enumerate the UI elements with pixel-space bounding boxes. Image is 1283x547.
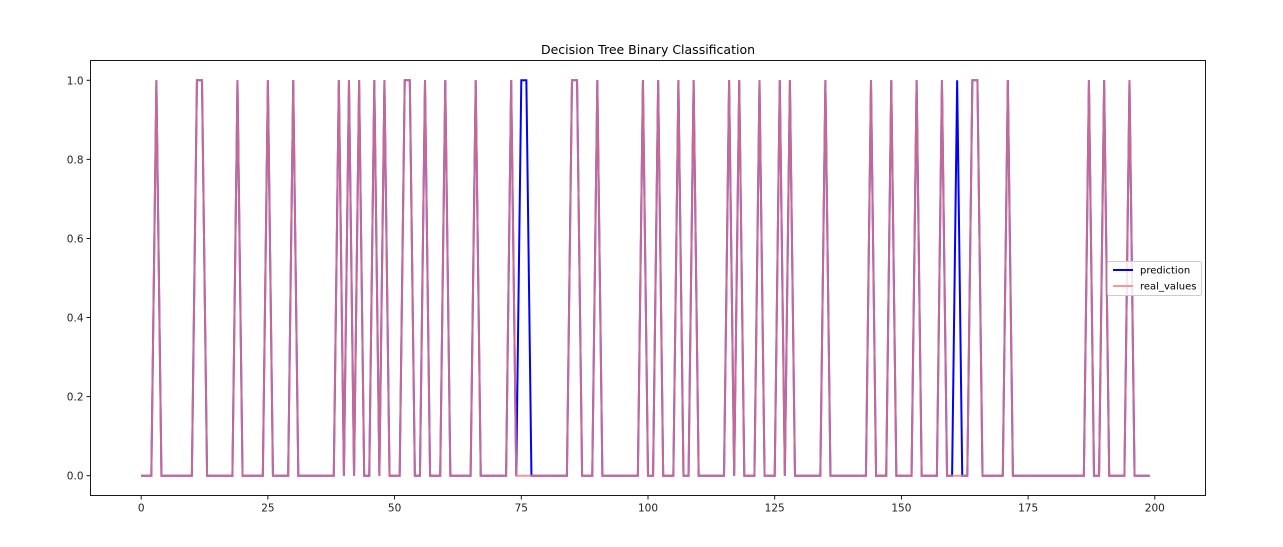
y-tick-label: 1.0 (67, 75, 84, 87)
y-axis: 0.0 0.2 0.4 0.6 0.8 1.0 (67, 75, 91, 483)
x-tick-label: 150 (891, 503, 911, 515)
series-layer (141, 79, 1150, 477)
y-tick-label: 0.8 (67, 154, 84, 166)
x-tick-label: 25 (261, 503, 274, 515)
y-tick-label: 0.4 (67, 313, 84, 325)
x-tick-label: 50 (388, 503, 401, 515)
y-tick-label: 0.6 (67, 233, 84, 245)
x-tick-label: 175 (1018, 503, 1038, 515)
x-axis: 0 25 50 75 100 125 150 175 200 (138, 495, 1165, 515)
x-tick-label: 125 (765, 503, 785, 515)
legend-label-prediction: prediction (1140, 266, 1190, 277)
x-tick-label: 75 (515, 503, 528, 515)
chart-title: Decision Tree Binary Classification (541, 42, 755, 57)
y-tick-label: 0.0 (67, 471, 84, 483)
x-tick-label: 0 (138, 503, 145, 515)
series-line-real-values (141, 79, 1150, 477)
x-tick-label: 200 (1145, 503, 1165, 515)
y-tick-label: 0.2 (67, 392, 84, 404)
x-tick-label: 100 (638, 503, 658, 515)
legend-label-real-values: real_values (1140, 282, 1196, 293)
legend: prediction real_values (1107, 261, 1202, 296)
